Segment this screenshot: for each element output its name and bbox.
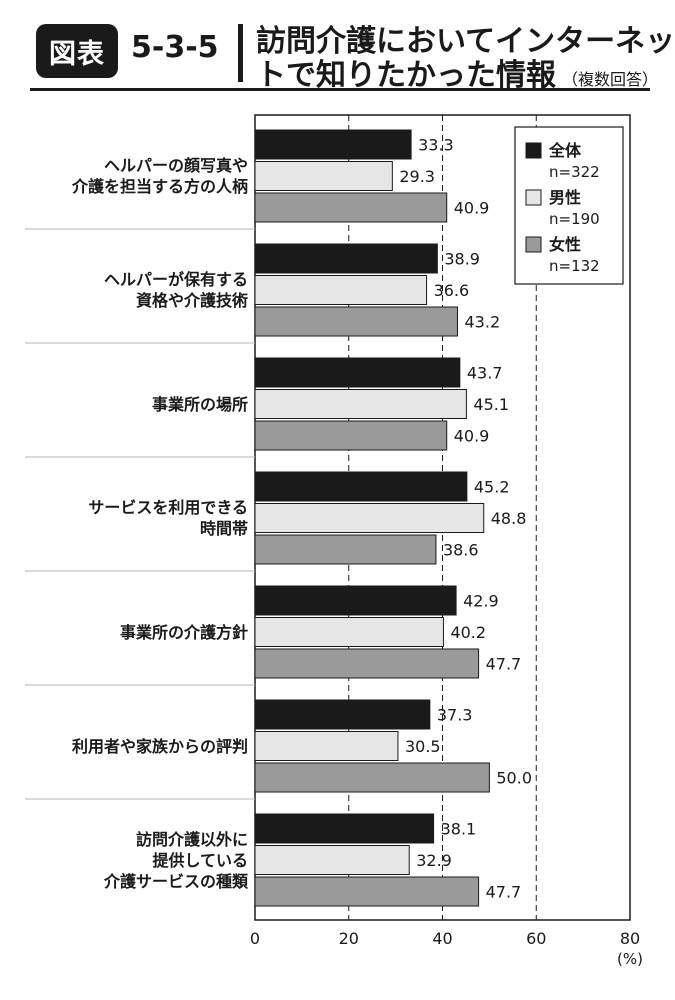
category-label: 訪問介護以外に 提供している 介護サービスの種類 xyxy=(104,829,248,892)
bar-value-label: 32.9 xyxy=(416,851,452,870)
category-label: 利用者や家族からの評判 xyxy=(72,736,248,757)
bar-value-label: 40.2 xyxy=(450,623,486,642)
bar-value-label: 47.7 xyxy=(486,883,522,902)
bar xyxy=(254,585,457,616)
bar-value-label: 43.7 xyxy=(467,364,503,383)
chart-title-line1: 訪問介護においてインターネッ xyxy=(256,24,675,59)
bar xyxy=(254,762,490,793)
x-tick-label: 60 xyxy=(526,929,546,948)
bar-value-label: 45.2 xyxy=(474,478,510,497)
bar-value-label: 38.9 xyxy=(444,250,480,269)
bar-value-label: 48.8 xyxy=(491,509,527,528)
legend-swatch xyxy=(525,142,542,159)
category-label: サービスを利用できる時間帯 xyxy=(88,497,248,539)
category-label-line: 事業所の場所 xyxy=(151,394,248,414)
bar xyxy=(254,648,480,679)
bar xyxy=(254,243,438,274)
figure-badge: 図表 xyxy=(36,24,118,78)
bar xyxy=(254,699,431,730)
category-label-line: サービスを利用できる xyxy=(88,498,248,517)
header-rule xyxy=(30,88,650,91)
legend-series-name: 男性 xyxy=(549,188,581,207)
x-tick-label: 80 xyxy=(620,929,640,948)
category-label-line: 提供している xyxy=(152,850,248,870)
bar-value-label: 37.3 xyxy=(437,706,473,725)
bar-value-label: 47.7 xyxy=(486,655,522,674)
figure-header: 図表 5-3-5 訪問介護においてインターネッ トで知りたかった情報 （複数回答） xyxy=(0,0,675,94)
legend-series-name: 女性 xyxy=(549,235,581,254)
category-label-line: 事業所の介護方針 xyxy=(119,622,248,642)
bar-value-label: 38.1 xyxy=(441,820,477,839)
bar xyxy=(254,192,448,223)
bar-value-label: 33.3 xyxy=(418,136,454,155)
bar xyxy=(254,161,393,191)
x-tick-label: 20 xyxy=(339,929,359,948)
bar xyxy=(254,471,468,502)
title-separator xyxy=(238,24,243,82)
bar xyxy=(254,813,435,844)
bar-value-label: 42.9 xyxy=(463,592,499,611)
bar xyxy=(254,876,480,907)
bar-value-label: 36.6 xyxy=(434,281,470,300)
bar xyxy=(254,275,428,305)
legend-swatch xyxy=(525,236,542,253)
bar-value-label: 30.5 xyxy=(405,737,441,756)
bar xyxy=(254,420,448,451)
chart-title-line2-text: トで知りたかった情報 xyxy=(256,58,556,93)
figure-number: 5-3-5 xyxy=(131,30,219,65)
bar-value-label: 45.1 xyxy=(473,395,509,414)
bar xyxy=(254,845,410,875)
category-label: 事業所の場所 xyxy=(152,394,248,415)
legend-swatch xyxy=(525,189,542,206)
category-label: ヘルパーが保有する資格や介護技術 xyxy=(104,269,248,311)
category-label-line: 利用者や家族からの評判 xyxy=(71,736,248,756)
legend-series-name: 全体 xyxy=(548,141,582,160)
category-label-line: ヘルパーの顔写真や xyxy=(103,156,248,175)
bar xyxy=(254,617,444,647)
bar xyxy=(254,129,412,160)
category-label-line: 介護を担当する方の人柄 xyxy=(71,177,248,196)
x-tick-label: 40 xyxy=(432,929,452,948)
bar-value-label: 38.6 xyxy=(443,541,479,560)
bar-value-label: 40.9 xyxy=(454,427,490,446)
category-label: ヘルパーの顔写真や介護を担当する方の人柄 xyxy=(72,155,248,197)
category-label-line: ヘルパーが保有する xyxy=(103,270,248,289)
bar-value-label: 43.2 xyxy=(465,313,501,332)
bar xyxy=(254,534,437,565)
bar xyxy=(254,306,458,337)
category-label-line: 資格や介護技術 xyxy=(135,291,248,310)
category-label-line: 介護サービスの種類 xyxy=(103,871,248,891)
bar-value-label: 40.9 xyxy=(454,199,490,218)
x-axis-unit: (%) xyxy=(617,950,643,968)
legend-series-count: n=132 xyxy=(549,257,600,275)
chart-title-note: （複数回答） xyxy=(562,70,659,89)
bar xyxy=(254,503,485,533)
category-label: 事業所の介護方針 xyxy=(120,622,248,643)
bar xyxy=(254,389,467,419)
category-label-line: 訪問介護以外に xyxy=(135,829,248,849)
legend-series-count: n=190 xyxy=(549,210,600,228)
x-tick-label: 0 xyxy=(250,929,260,948)
category-label-line: 時間帯 xyxy=(199,519,248,538)
bar xyxy=(254,731,399,761)
bar xyxy=(254,357,461,388)
chart-title-line2: トで知りたかった情報 （複数回答） xyxy=(256,50,658,94)
bar-value-label: 29.3 xyxy=(399,167,435,186)
legend-series-count: n=322 xyxy=(549,163,600,181)
bar-value-label: 50.0 xyxy=(496,769,532,788)
